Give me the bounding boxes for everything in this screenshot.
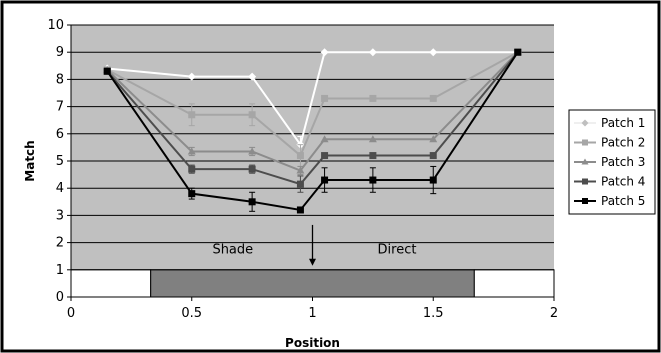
data-point	[248, 72, 257, 81]
data-point	[369, 152, 377, 160]
series-layer	[103, 48, 522, 214]
annotation-direct: Direct	[378, 242, 417, 257]
x-tick-label: 0	[67, 306, 75, 321]
legend-swatch-marker	[582, 139, 588, 146]
data-point	[429, 48, 438, 57]
y-tick-label: 0	[56, 290, 64, 305]
x-tick-label: 2	[550, 306, 558, 321]
data-point	[321, 94, 329, 102]
data-point	[296, 166, 305, 174]
region-shade-band	[150, 269, 475, 298]
series-patch-5	[103, 48, 522, 214]
legend-entry: Patch 5	[574, 194, 645, 208]
data-point	[368, 48, 377, 57]
annotation-shade: Shade	[212, 242, 253, 257]
data-point	[429, 176, 437, 184]
legend-entry: Patch 4	[574, 175, 645, 189]
data-point	[320, 48, 329, 57]
y-tick-label: 5	[56, 154, 64, 169]
data-point	[296, 180, 304, 188]
legend-swatch-marker	[581, 119, 589, 127]
data-point	[188, 165, 196, 173]
y-tick-label: 1	[56, 263, 64, 278]
y-tick-label: 10	[47, 18, 64, 33]
data-point	[103, 67, 111, 75]
data-point	[369, 176, 377, 184]
data-point	[187, 72, 196, 81]
data-point	[321, 152, 329, 160]
legend-label: Patch 3	[601, 155, 645, 169]
legend-label: Patch 1	[601, 116, 645, 130]
region-white-left	[70, 269, 152, 298]
y-tick-label: 3	[56, 208, 64, 223]
series-line	[106, 51, 519, 158]
data-point	[321, 176, 329, 184]
x-tick-label: 1.5	[423, 306, 444, 321]
region-white-right	[473, 269, 555, 298]
series-patch-4	[103, 48, 522, 193]
y-tick-label: 6	[56, 127, 64, 142]
legend-swatch-marker	[582, 178, 588, 185]
arrow-head	[309, 258, 316, 266]
series-line	[106, 51, 519, 172]
y-tick-label: 7	[56, 100, 64, 115]
data-point	[296, 206, 304, 214]
legend: Patch 1 Patch 2 Patch 3 Patch 4 Patch 5	[568, 109, 656, 215]
legend-swatch-marker	[582, 198, 588, 204]
data-point	[188, 111, 196, 119]
y-axis-title: Match	[23, 140, 37, 181]
data-point	[248, 198, 256, 206]
y-tick-label: 9	[56, 45, 64, 60]
data-point	[368, 135, 377, 143]
data-point	[248, 165, 256, 173]
data-point	[429, 94, 437, 102]
y-tick-label: 8	[56, 72, 64, 87]
legend-entry: Patch 1	[574, 116, 645, 130]
legend-label: Patch 4	[601, 175, 645, 189]
data-point	[296, 152, 304, 160]
data-point	[320, 135, 329, 143]
data-point	[429, 135, 438, 143]
x-tick-label: 0.5	[181, 306, 202, 321]
data-point	[369, 94, 377, 102]
y-tick-label: 4	[56, 181, 64, 196]
series-line	[106, 51, 519, 212]
data-point	[248, 147, 257, 155]
x-axis-title: Position	[285, 336, 340, 350]
series-patch-2	[103, 48, 522, 167]
data-point	[188, 190, 196, 198]
data-point	[187, 147, 196, 155]
x-tick-label: 1	[308, 306, 316, 321]
axes: 0 1 2 3 4 5 6 7 8 9 10 0 0.5 1 1.5 2	[47, 18, 558, 321]
data-point	[514, 48, 522, 56]
series-line	[107, 51, 518, 148]
series-line	[106, 51, 519, 186]
legend-label: Patch 5	[601, 194, 645, 208]
data-point	[429, 152, 437, 160]
legend-entry: Patch 3	[574, 155, 645, 169]
data-point	[248, 111, 256, 119]
regions	[70, 269, 555, 298]
legend-swatch-marker	[581, 158, 589, 165]
legend-label: Patch 2	[601, 136, 645, 150]
annotations: Shade Direct	[212, 224, 417, 266]
y-tick-label: 2	[56, 236, 64, 251]
legend-entry: Patch 2	[574, 136, 645, 150]
